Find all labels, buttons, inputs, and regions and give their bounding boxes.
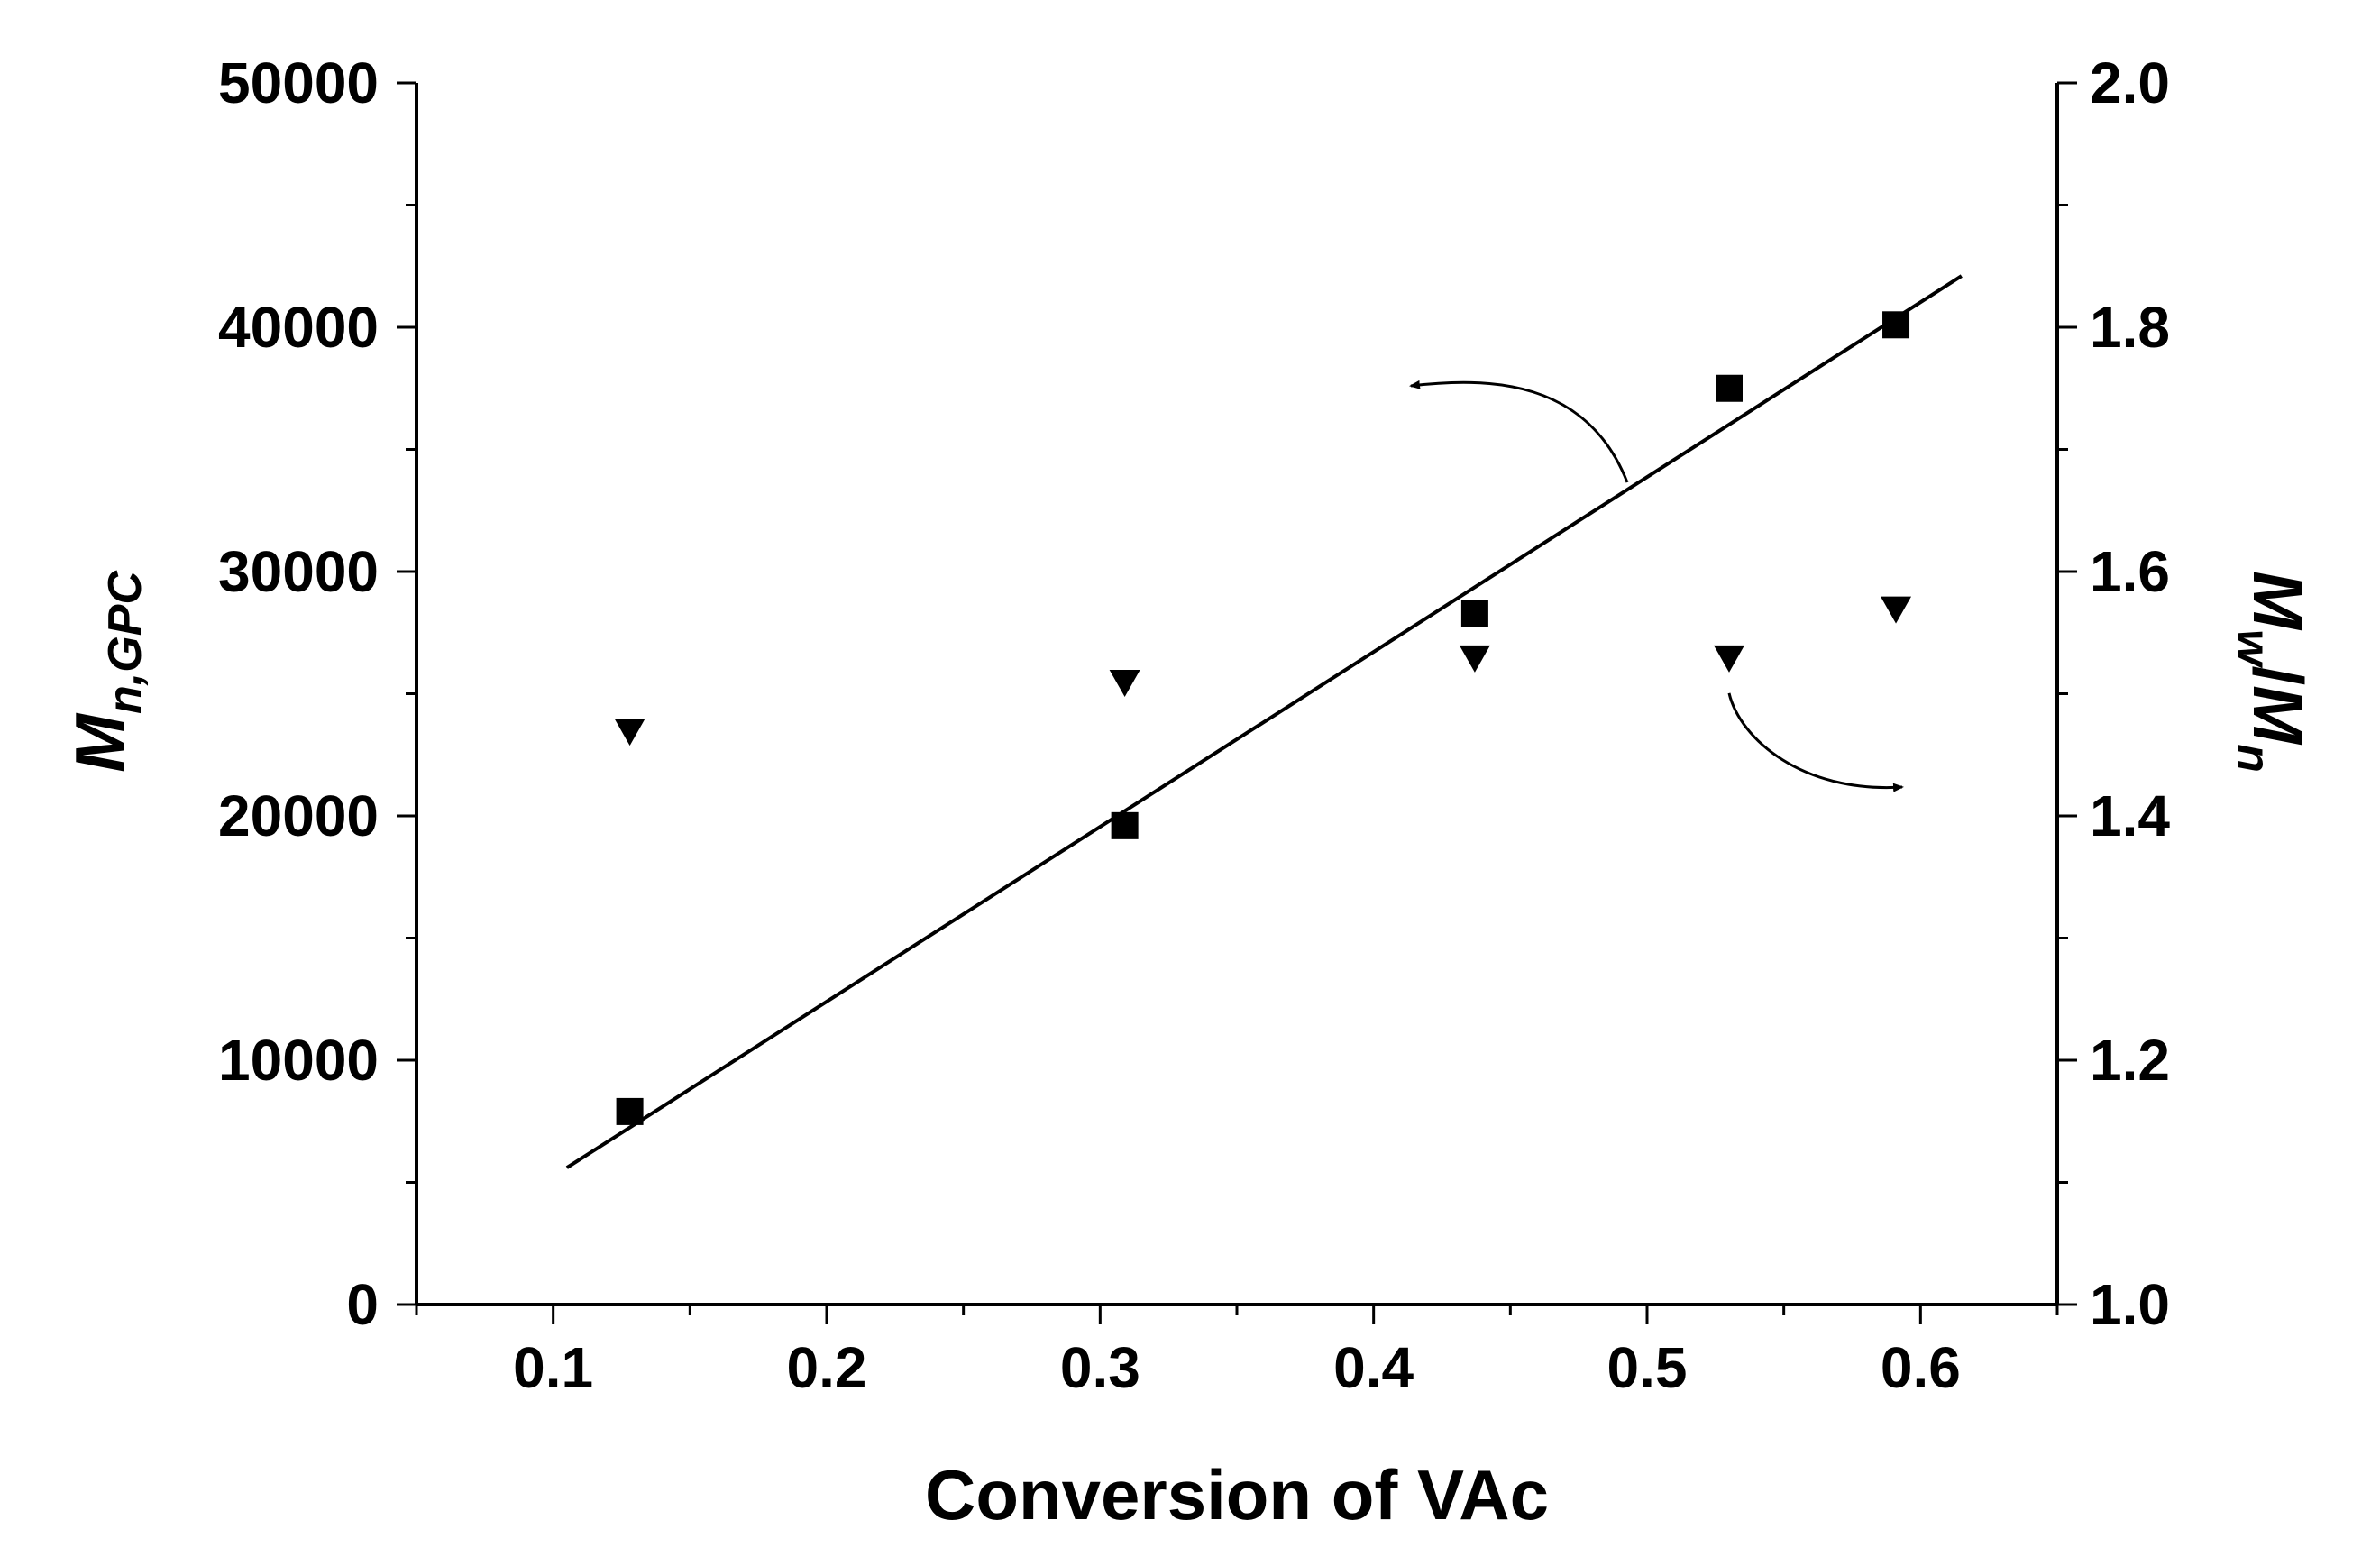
right-axis-title-sep: /: [2238, 666, 2318, 686]
right-axis-ticks: 1.0 1.2 1.4 1.6 1.8 2.0: [2057, 50, 2170, 1337]
left-tick-label: 20000: [218, 783, 379, 848]
mn-square-marker: [1460, 600, 1488, 627]
x-tick-label: 0.2: [787, 1335, 867, 1400]
x-tick-label: 0.3: [1060, 1335, 1140, 1400]
mn-square-marker: [1882, 311, 1910, 339]
left-tick-label: 30000: [218, 539, 379, 604]
left-axis-title-main: M: [60, 712, 140, 773]
pdi-triangle-marker: [1714, 645, 1744, 673]
right-tick-label: 2.0: [2090, 50, 2170, 115]
markers: [614, 311, 1912, 1125]
right-axis-title-sub1: w: [2227, 629, 2279, 669]
mn-square-marker: [1716, 374, 1743, 402]
left-tick-label: 40000: [218, 295, 379, 360]
right-axis-title-main1: M: [2238, 571, 2318, 631]
pdi-triangle-marker: [1881, 596, 1912, 624]
right-tick-label: 1.0: [2090, 1272, 2170, 1337]
right-axis-title-sub2: n: [2227, 744, 2279, 773]
pdi-triangle-marker: [1459, 645, 1490, 673]
x-tick-label: 0.1: [513, 1335, 593, 1400]
x-axis-ticks: 0.1 0.2 0.3 0.4 0.5 0.6: [415, 1305, 2059, 1400]
left-tick-label: 10000: [218, 1028, 379, 1093]
fit-line-group: [565, 274, 1963, 1169]
left-axis-title-sub: n,GPC: [99, 570, 151, 714]
arrow-to-right-axis: [1727, 692, 1904, 792]
left-tick-label: 0: [346, 1272, 379, 1337]
x-tick-label: 0.4: [1333, 1335, 1414, 1400]
right-tick-label: 1.6: [2090, 539, 2170, 604]
mn-square-marker: [1111, 811, 1139, 839]
x-tick-label: 0.6: [1881, 1335, 1961, 1400]
x-tick-label: 0.5: [1607, 1335, 1688, 1400]
right-axis-title-main2: M: [2238, 685, 2318, 746]
annotation-arrows: [1409, 380, 1904, 792]
plot-frame: [415, 83, 2059, 1306]
left-axis-ticks: 0 10000 20000 30000 40000 50000: [218, 50, 416, 1337]
x-axis-title: Conversion of VAc: [925, 1455, 1549, 1534]
pdi-triangle-marker: [1109, 669, 1140, 697]
left-axis-title: Mn,GPC: [60, 570, 151, 773]
arrow-to-left-axis: [1409, 380, 1629, 483]
fit-line: [565, 274, 1963, 1169]
right-tick-label: 1.4: [2090, 783, 2170, 848]
pdi-triangle-marker: [614, 719, 645, 746]
mn-square-marker: [616, 1097, 644, 1125]
right-tick-label: 1.2: [2090, 1028, 2170, 1093]
right-tick-label: 1.8: [2090, 295, 2170, 360]
left-tick-label: 50000: [218, 50, 379, 115]
right-axis-title: Mw/Mn: [2227, 571, 2318, 773]
